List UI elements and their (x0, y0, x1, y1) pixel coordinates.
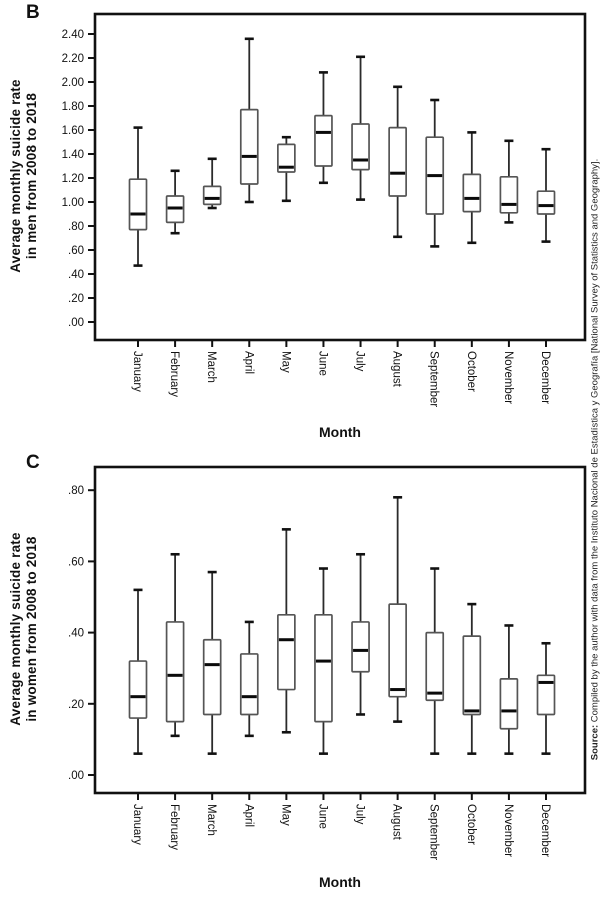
source-note-prefix: Source: (589, 724, 601, 761)
boxplot-chart-men: .00 .20 .40 .60 .80 1.00 1.20 1.40 1.60 1.80 2.00 2… (62, 12, 587, 407)
y-tick-label: .60 (68, 556, 84, 568)
month-label-february: February (168, 351, 180, 397)
iqr-box (239, 653, 259, 716)
iqr-box (388, 126, 407, 197)
boxplot-february (165, 169, 185, 235)
month-label-october: October (465, 351, 477, 392)
month-label-may: May (279, 351, 291, 373)
month-label-january: January (131, 804, 143, 845)
y-tick-label: 2.20 (62, 53, 84, 65)
y-tick-label: 1.40 (62, 149, 84, 161)
iqr-box (462, 173, 482, 213)
boxplot-december (536, 147, 556, 243)
month-label-january: January (131, 351, 143, 392)
boxplot-march (202, 157, 222, 210)
iqr-box (314, 114, 333, 167)
month-label-june: June (316, 804, 328, 829)
month-label-may: May (279, 804, 291, 826)
month-label-november: November (502, 804, 514, 857)
iqr-box (277, 613, 296, 691)
iqr-box (351, 621, 370, 673)
y-tick-label: 1.20 (62, 173, 84, 185)
boxplot-chart-women: .00 .20 .40 .60 .80 January February March April… (68, 465, 587, 860)
x-axis-title-men: Month (319, 424, 361, 440)
y-tick-label: .60 (68, 245, 84, 257)
y-tick-label: .80 (68, 485, 84, 497)
month-label-april: April (242, 804, 254, 827)
boxplot-october (462, 131, 482, 245)
month-label-february: February (168, 804, 180, 850)
iqr-box (202, 638, 222, 716)
boxplot-august (388, 85, 407, 239)
y-tick-label: .40 (68, 628, 84, 640)
boxplot-august (388, 496, 407, 723)
month-label-november: November (502, 351, 514, 404)
iqr-box (351, 123, 370, 171)
panel-label-c: C (26, 452, 40, 473)
month-label-september: September (428, 804, 440, 860)
panel-label-b: B (26, 2, 40, 23)
month-label-december: December (539, 351, 551, 404)
boxplot-december (536, 641, 556, 755)
boxplot-march (202, 570, 222, 755)
boxplot-november (499, 139, 519, 224)
y-tick-label: 2.40 (62, 29, 84, 41)
month-label-december: December (539, 804, 551, 857)
plot-frame (93, 465, 587, 795)
boxplot-september (425, 567, 445, 755)
source-note-text: Compiled by the author with data from th… (589, 158, 601, 725)
y-tick-label: .00 (68, 317, 84, 329)
iqr-box (128, 178, 148, 231)
boxplot-january (128, 126, 148, 267)
boxplot-january (128, 588, 148, 755)
boxplot-june (314, 567, 333, 755)
iqr-box (277, 143, 296, 173)
boxplot-october (462, 602, 482, 755)
y-tick-label: 2.00 (62, 77, 84, 89)
month-label-october: October (465, 804, 477, 845)
boxplot-june (314, 71, 333, 185)
month-label-march: March (205, 804, 217, 836)
iqr-box (536, 674, 556, 716)
iqr-box (239, 108, 259, 185)
iqr-box (202, 185, 222, 206)
y-tick-label: .00 (68, 770, 84, 782)
y-tick-label: .20 (68, 699, 84, 711)
boxplot-may (277, 135, 296, 203)
iqr-box (462, 635, 482, 716)
iqr-box (425, 631, 445, 702)
x-axis-title-women: Month (319, 874, 361, 890)
boxplot-july (351, 552, 370, 716)
month-label-august: August (391, 804, 403, 841)
y-tick-label: 1.00 (62, 197, 84, 209)
y-tick-label: .40 (68, 269, 84, 281)
y-tick-label: .80 (68, 221, 84, 233)
iqr-box (128, 660, 148, 719)
y-tick-label: 1.60 (62, 125, 84, 137)
boxplot-july (351, 55, 370, 201)
month-label-april: April (242, 351, 254, 374)
month-label-june: June (316, 351, 328, 376)
boxplot-november (499, 624, 519, 755)
month-label-august: August (391, 351, 403, 388)
iqr-box (536, 190, 556, 215)
month-label-july: July (354, 351, 366, 372)
iqr-box (388, 603, 407, 698)
iqr-box (499, 678, 519, 730)
iqr-box (499, 175, 519, 214)
y-tick-label: .20 (68, 293, 84, 305)
boxplot-april (239, 37, 259, 204)
boxplot-september (425, 98, 445, 248)
iqr-box (165, 621, 185, 723)
source-note: Source: Compiled by the author with data… (590, 24, 601, 896)
boxplot-april (239, 620, 259, 738)
y-tick-label: 1.80 (62, 101, 84, 113)
boxplot-february (165, 552, 185, 738)
month-label-july: July (354, 804, 366, 825)
boxplot-may (277, 528, 296, 734)
iqr-box (314, 613, 333, 723)
month-label-september: September (428, 351, 440, 407)
month-label-march: March (205, 351, 217, 383)
